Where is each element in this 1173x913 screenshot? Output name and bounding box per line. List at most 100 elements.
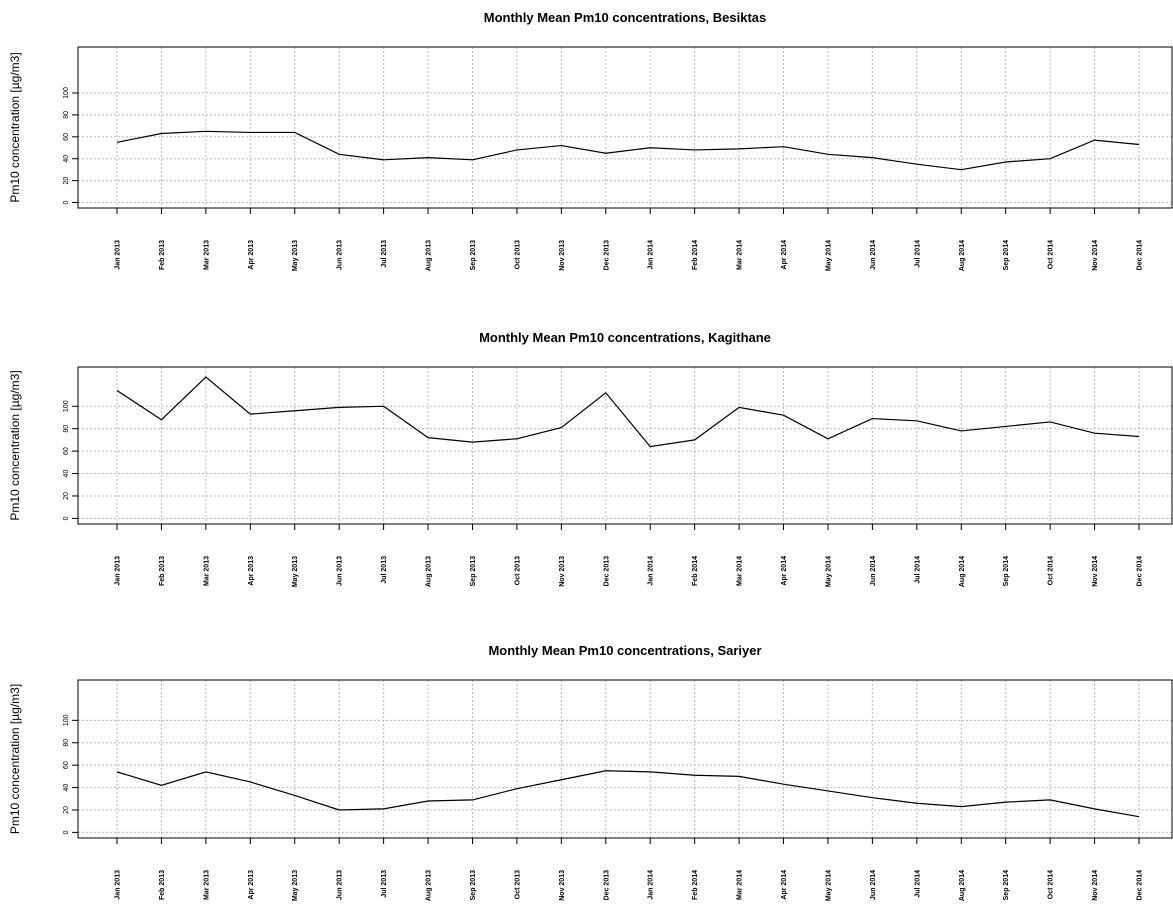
x-tick-label: Jan 2013: [115, 556, 122, 586]
chart-title: Monthly Mean Pm10 concentrations, Kagith…: [479, 330, 771, 345]
plot-frame: [77, 46, 1173, 209]
y-tick-label: 20: [63, 806, 70, 814]
x-tick-label: Dec 2014: [1137, 240, 1144, 270]
x-tick-label: Apr 2013: [248, 556, 255, 586]
x-tick-label: Feb 2014: [692, 556, 699, 586]
x-tick-label: Dec 2013: [603, 556, 610, 586]
y-axis-label: Pm10 concentration [µg/m3]: [8, 370, 22, 520]
x-tick-label: Jul 2014: [914, 240, 921, 268]
y-tick-label: 100: [63, 87, 70, 99]
x-tick-label: Nov 2013: [559, 556, 566, 587]
x-tick-label: Sep 2014: [1003, 870, 1010, 900]
x-tick-label: Apr 2014: [781, 556, 788, 586]
x-tick-label: May 2014: [825, 556, 832, 587]
x-tick-label: Mar 2014: [737, 870, 744, 900]
y-tick-label: 100: [63, 400, 70, 412]
x-tick-label: Jul 2014: [914, 556, 921, 584]
y-axis-label: Pm10 concentration [µg/m3]: [8, 684, 22, 834]
y-tick-label: 80: [63, 739, 70, 747]
x-tick-label: Mar 2014: [737, 240, 744, 270]
x-tick-label: Nov 2014: [1092, 556, 1099, 587]
y-tick-label: 80: [63, 111, 70, 119]
x-tick-label: Sep 2014: [1003, 556, 1010, 586]
x-tick-label: Jan 2014: [648, 870, 655, 900]
x-tick-label: Oct 2014: [1048, 870, 1055, 899]
data-line: [116, 130, 1140, 171]
x-tick-label: Mar 2013: [203, 870, 210, 900]
x-tick-label: Nov 2014: [1092, 240, 1099, 271]
chart-title: Monthly Mean Pm10 concentrations, Besikt…: [484, 10, 766, 25]
x-tick-label: Feb 2014: [692, 240, 699, 270]
x-tick-label: Sep 2013: [470, 556, 477, 586]
y-tick-label: 20: [63, 177, 70, 185]
x-tick-label: Jun 2014: [870, 556, 877, 586]
y-tick-label: 40: [63, 470, 70, 478]
x-tick-label: Apr 2013: [248, 240, 255, 270]
y-tick-label: 100: [63, 714, 70, 726]
x-tick-label: May 2014: [825, 870, 832, 901]
x-tick-label: Aug 2014: [959, 870, 966, 901]
x-tick-label: May 2013: [292, 240, 299, 271]
y-tick-label: 20: [63, 492, 70, 500]
x-tick-label: Jan 2014: [648, 556, 655, 586]
x-tick-label: Sep 2013: [470, 870, 477, 900]
y-tick-label: 0: [63, 200, 70, 204]
x-tick-label: Sep 2014: [1003, 240, 1010, 270]
x-tick-label: Oct 2014: [1048, 240, 1055, 269]
x-tick-label: Oct 2013: [514, 240, 521, 269]
x-tick-label: Sep 2013: [470, 240, 477, 270]
x-tick-label: Jul 2013: [381, 556, 388, 584]
chart-title: Monthly Mean Pm10 concentrations, Sariye…: [488, 643, 761, 658]
x-tick-label: Aug 2013: [426, 556, 433, 587]
x-tick-label: Oct 2013: [514, 870, 521, 899]
y-tick-label: 60: [63, 761, 70, 769]
y-tick-label: 40: [63, 155, 70, 163]
y-axis-label: Pm10 concentration [µg/m3]: [8, 52, 22, 202]
x-tick-label: Jun 2014: [870, 240, 877, 270]
x-tick-label: Dec 2013: [603, 870, 610, 900]
x-tick-label: May 2013: [292, 870, 299, 901]
plot-frame: [77, 366, 1173, 525]
y-tick-label: 40: [63, 784, 70, 792]
x-tick-label: Aug 2014: [959, 240, 966, 271]
x-tick-label: Dec 2013: [603, 240, 610, 270]
x-tick-label: Aug 2014: [959, 556, 966, 587]
x-tick-label: Jun 2014: [870, 870, 877, 900]
data-line: [116, 770, 1140, 818]
x-tick-label: Nov 2013: [559, 240, 566, 271]
x-tick-label: Nov 2014: [1092, 870, 1099, 901]
x-tick-label: Oct 2014: [1048, 556, 1055, 585]
x-tick-label: Feb 2013: [159, 240, 166, 270]
x-tick-label: Feb 2014: [692, 870, 699, 900]
x-tick-label: Apr 2014: [781, 870, 788, 900]
x-tick-label: Aug 2013: [426, 240, 433, 271]
x-tick-label: Feb 2013: [159, 556, 166, 586]
x-tick-label: Apr 2014: [781, 240, 788, 270]
x-tick-label: Jun 2013: [337, 240, 344, 270]
x-tick-label: Jan 2014: [648, 240, 655, 270]
y-tick-label: 80: [63, 425, 70, 433]
x-tick-label: Mar 2014: [737, 556, 744, 586]
x-tick-label: Jul 2013: [381, 870, 388, 898]
x-tick-label: Apr 2013: [248, 870, 255, 900]
plot-frame: [77, 679, 1173, 839]
x-tick-label: Mar 2013: [203, 240, 210, 270]
data-line: [116, 376, 1140, 448]
x-tick-label: Dec 2014: [1137, 556, 1144, 586]
x-tick-label: Mar 2013: [203, 556, 210, 586]
x-tick-label: Nov 2013: [559, 870, 566, 901]
y-tick-label: 0: [63, 516, 70, 520]
y-tick-label: 60: [63, 133, 70, 141]
y-tick-label: 60: [63, 447, 70, 455]
x-tick-label: Oct 2013: [514, 556, 521, 585]
x-tick-label: Jul 2014: [914, 870, 921, 898]
y-tick-label: 0: [63, 830, 70, 834]
x-tick-label: May 2014: [825, 240, 832, 271]
x-tick-label: Jun 2013: [337, 556, 344, 586]
x-tick-label: Jun 2013: [337, 870, 344, 900]
x-tick-label: Dec 2014: [1137, 870, 1144, 900]
x-tick-label: May 2013: [292, 556, 299, 587]
x-tick-label: Jan 2013: [115, 240, 122, 270]
x-tick-label: Feb 2013: [159, 870, 166, 900]
